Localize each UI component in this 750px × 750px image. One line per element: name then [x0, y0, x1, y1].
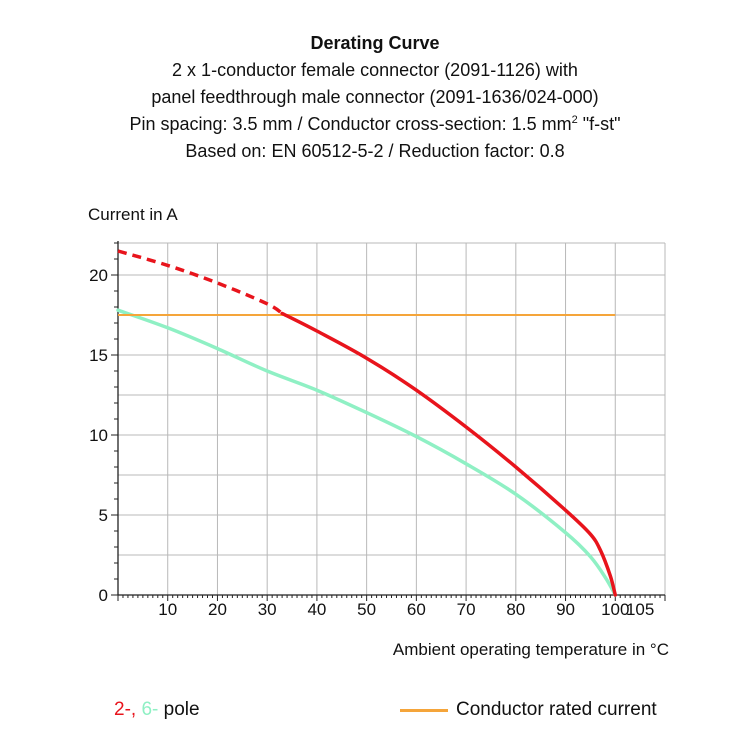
- x-tick-label: 10: [158, 600, 177, 619]
- legend-rated-label: Conductor rated current: [456, 699, 657, 720]
- series-line-2-pole-dashed: [117, 249, 284, 315]
- legend-pole-label: pole: [158, 699, 200, 720]
- y-tick-label: 5: [99, 506, 108, 525]
- subtitle-line-3-superscript: 2: [571, 114, 578, 126]
- legend-rated-swatch: [400, 708, 448, 712]
- subtitle-line-3-text: Pin spacing: 3.5 mm / Conductor cross-se…: [129, 114, 572, 134]
- x-tick-label: 20: [208, 600, 227, 619]
- subtitle-line-3-suffix: "f-st": [577, 114, 621, 134]
- y-tick-label: 20: [89, 266, 108, 285]
- legend-pole: 2-, 6- pole: [114, 698, 200, 722]
- x-tick-label: 60: [407, 600, 426, 619]
- x-tick-label: 50: [357, 600, 376, 619]
- x-axis-label: Ambient operating temperature in °C: [393, 640, 669, 659]
- chart-grid: [118, 242, 666, 595]
- series-line-6-pole: [116, 308, 618, 597]
- x-tick-label: 40: [307, 600, 326, 619]
- x-tick-label: 90: [556, 600, 575, 619]
- chart-series: [116, 249, 618, 597]
- legend-pole-2: 2-,: [114, 699, 137, 720]
- y-tick-label: 10: [89, 426, 108, 445]
- x-tick-label: 100: [601, 600, 629, 619]
- chart-subtitle-line-2: panel feedthrough male connector (2091-1…: [151, 87, 599, 107]
- chart-subtitle-line-1: 2 x 1-conductor female connector (2091-1…: [172, 60, 578, 80]
- y-axis-label: Current in A: [88, 205, 178, 224]
- y-tick-label: 0: [99, 586, 108, 605]
- y-tick-label: 15: [89, 346, 108, 365]
- x-tick-label: 30: [258, 600, 277, 619]
- chart-subtitle-line-3: Pin spacing: 3.5 mm / Conductor cross-se…: [0, 111, 750, 138]
- x-tick-label: 70: [457, 600, 476, 619]
- x-tick-label: 80: [506, 600, 525, 619]
- series-line-2-pole: [280, 311, 618, 597]
- legend-rated-current: Conductor rated current: [400, 698, 657, 722]
- chart-title-block: Derating Curve 2 x 1-conductor female co…: [0, 30, 750, 165]
- legend-pole-6: 6-: [136, 699, 159, 720]
- chart-subtitle-line-4: Based on: EN 60512-5-2 / Reduction facto…: [185, 141, 565, 161]
- x-tick-label: 105: [626, 600, 654, 619]
- chart-title: Derating Curve: [310, 33, 440, 53]
